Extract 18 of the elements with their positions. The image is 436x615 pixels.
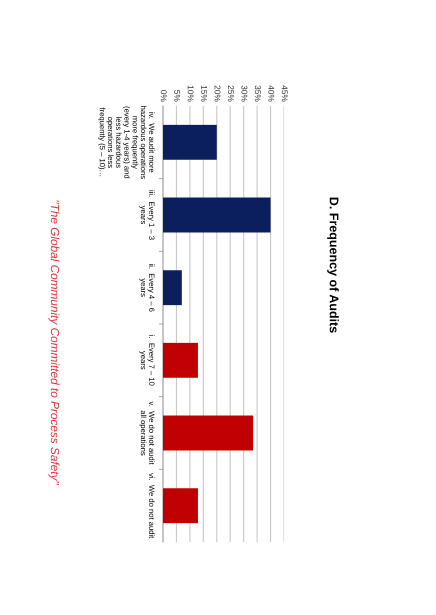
- x-tick-label: 25%: [228, 86, 234, 102]
- x-tick-label: 15%: [201, 86, 207, 102]
- text: D. Frequency of Audits: [327, 198, 339, 333]
- x-tick-label: 30%: [241, 85, 248, 102]
- bar: [163, 198, 271, 232]
- bar: [163, 342, 198, 378]
- bar: [163, 124, 217, 160]
- x-tick-label: 10%: [188, 86, 194, 102]
- x-tick-label: 35%: [254, 85, 261, 102]
- x-tick-label: 45%: [282, 85, 288, 102]
- x-tick-label: 5%: [174, 90, 180, 102]
- x-tick-label: 20%: [214, 86, 220, 102]
- text: "The Global Community Committed to Process Safety": [48, 200, 60, 486]
- bar: [163, 488, 198, 524]
- x-tick-label: 40%: [268, 85, 274, 102]
- bar: [163, 416, 254, 450]
- bar: [163, 270, 182, 306]
- x-tick-label: 0%: [160, 90, 167, 102]
